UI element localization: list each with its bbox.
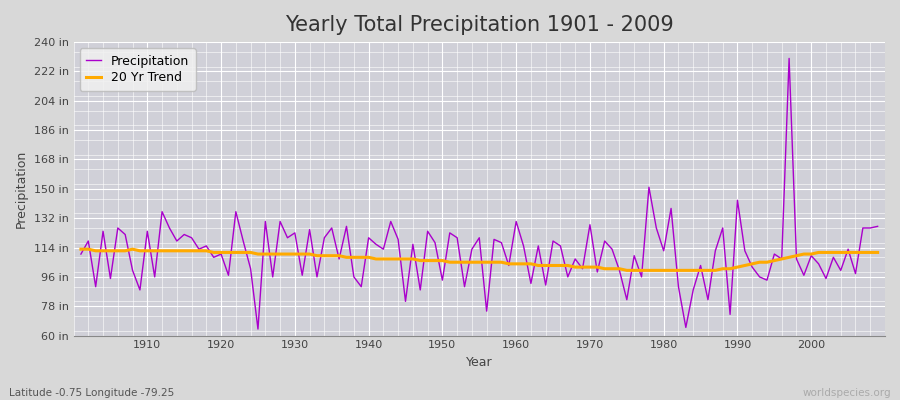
Precipitation xyxy=(607,247,617,252)
20 Yr Trend xyxy=(621,268,632,273)
20 Yr Trend xyxy=(872,250,883,255)
Precipitation xyxy=(134,288,145,292)
20 Yr Trend xyxy=(341,255,352,260)
Precipitation xyxy=(304,227,315,232)
Precipitation xyxy=(253,327,264,332)
Precipitation xyxy=(872,224,883,229)
20 Yr Trend xyxy=(511,262,522,266)
Text: worldspecies.org: worldspecies.org xyxy=(803,388,891,398)
20 Yr Trend xyxy=(76,247,86,252)
Text: Latitude -0.75 Longitude -79.25: Latitude -0.75 Longitude -79.25 xyxy=(9,388,175,398)
20 Yr Trend xyxy=(599,266,610,271)
Line: 20 Yr Trend: 20 Yr Trend xyxy=(81,249,878,270)
Precipitation xyxy=(511,219,522,224)
Title: Yearly Total Precipitation 1901 - 2009: Yearly Total Precipitation 1901 - 2009 xyxy=(285,15,673,35)
Precipitation xyxy=(348,274,359,279)
Y-axis label: Precipitation: Precipitation xyxy=(15,150,28,228)
Precipitation xyxy=(76,252,86,256)
20 Yr Trend xyxy=(134,248,145,253)
20 Yr Trend xyxy=(503,262,514,266)
X-axis label: Year: Year xyxy=(466,356,492,369)
Precipitation xyxy=(518,244,529,248)
Legend: Precipitation, 20 Yr Trend: Precipitation, 20 Yr Trend xyxy=(80,48,195,91)
20 Yr Trend xyxy=(297,252,308,256)
Precipitation xyxy=(784,56,795,61)
Line: Precipitation: Precipitation xyxy=(81,58,878,329)
